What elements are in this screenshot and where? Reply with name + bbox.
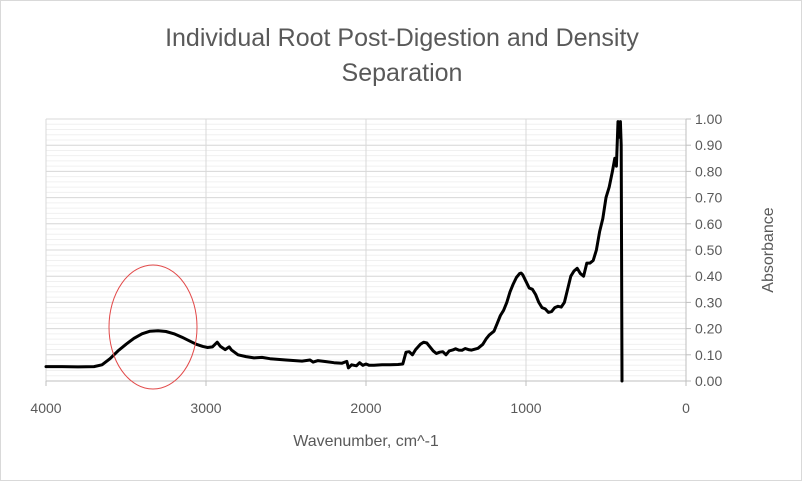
y-tick-label: 0.90 (695, 137, 722, 153)
chart-title-line2: Separation (341, 59, 463, 87)
y-tick-label: 1.00 (695, 111, 722, 127)
y-tick-label: 0.40 (695, 268, 722, 284)
chart-title-line1: Individual Root Post-Digestion and Densi… (165, 24, 639, 52)
y-tick-label: 0.30 (695, 294, 722, 310)
y-tick-label: 0.10 (695, 347, 722, 363)
y-tick-label: 0.60 (695, 216, 722, 232)
series-line (44, 120, 624, 383)
chart-title: Individual Root Post-Digestion and Densi… (1, 21, 802, 91)
x-axis-title: Wavenumber, cm^-1 (293, 433, 439, 450)
x-tick-label: 2000 (350, 400, 381, 416)
y-axis-title: Absorbance (760, 207, 777, 292)
x-tick-label: 3000 (190, 400, 221, 416)
x-tick-label: 1000 (510, 400, 541, 416)
y-tick-label: 0.70 (695, 190, 722, 206)
y-tick-label: 0.50 (695, 242, 722, 258)
x-tick-label: 4000 (30, 400, 61, 416)
y-tick-label: 0.80 (695, 163, 722, 179)
x-tick-label: 0 (682, 400, 690, 416)
annotation-ellipse (108, 264, 198, 390)
y-tick-label: 0.00 (695, 373, 722, 389)
y-tick-label: 0.20 (695, 321, 722, 337)
